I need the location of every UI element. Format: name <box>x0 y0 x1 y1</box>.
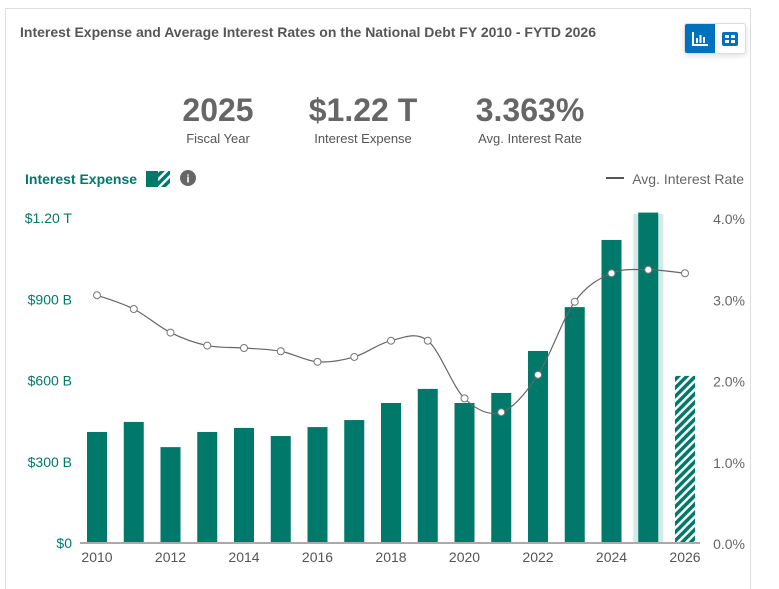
x-tick-label: 2010 <box>81 549 112 565</box>
rate-point-2018 <box>387 336 395 345</box>
x-tick-label: 2018 <box>375 549 406 565</box>
left-tick-label: $0 <box>56 535 72 551</box>
rate-point-2019 <box>423 336 432 345</box>
legend-line-label: Avg. Interest Rate <box>632 171 744 187</box>
rate-point-2022 <box>534 370 542 379</box>
rate-point-2011 <box>129 305 138 313</box>
bar-2023 <box>564 307 585 543</box>
legend-bar-label: Interest Expense <box>25 171 137 187</box>
rate-point-2016 <box>313 357 322 366</box>
chart: Interest Expense i Avg. Interest Rate $0… <box>25 170 745 565</box>
table-view-button[interactable] <box>715 24 745 53</box>
left-tick-label: $600 B <box>28 373 72 389</box>
bar-2016 <box>307 427 328 543</box>
rate-point-2010 <box>93 291 101 300</box>
stat-label: Avg. Interest Rate <box>478 131 582 146</box>
bar-chart-icon <box>692 31 708 46</box>
x-tick-label: 2026 <box>669 549 700 565</box>
stat-avg-rate: 3.363% Avg. Interest Rate <box>460 92 600 146</box>
table-icon <box>722 31 738 46</box>
bar-2020 <box>454 402 475 543</box>
bar-2017 <box>344 420 365 543</box>
left-tick-label: $300 B <box>28 454 72 470</box>
x-tick-label: 2016 <box>302 549 333 565</box>
bar-2012 <box>160 447 181 543</box>
right-tick-label: 4.0% <box>713 211 745 227</box>
chart-view-button[interactable] <box>685 24 715 53</box>
stat-label: Interest Expense <box>314 131 412 146</box>
x-tick-label: 2014 <box>228 549 259 565</box>
stat-interest-expense: $1.22 T Interest Expense <box>293 92 433 146</box>
bar-2024 <box>601 239 622 543</box>
bar-2025 <box>638 212 659 544</box>
x-tick-label: 2022 <box>522 549 553 565</box>
bar-2015 <box>270 436 291 543</box>
view-toggle <box>684 23 746 54</box>
bar-2010 <box>87 431 107 543</box>
bar-2026 <box>675 375 695 543</box>
bar-2021 <box>491 392 512 543</box>
x-tick-label: 2024 <box>596 549 627 565</box>
left-tick-label: $1.20 T <box>25 210 73 226</box>
rate-point-2017 <box>350 352 359 361</box>
rate-point-2024 <box>607 269 616 278</box>
right-tick-label: 2.0% <box>713 374 745 390</box>
chart-title: Interest Expense and Average Interest Ra… <box>20 24 597 40</box>
stat-value: 3.363% <box>475 92 585 128</box>
rate-point-2014 <box>240 344 248 352</box>
rate-point-2012 <box>166 328 175 337</box>
right-tick-label: 3.0% <box>713 292 745 308</box>
right-tick-label: 0.0% <box>713 536 745 552</box>
bar-2013 <box>197 431 218 543</box>
left-tick-label: $900 B <box>28 291 72 307</box>
rate-point-2023 <box>570 297 579 306</box>
bar-2018 <box>381 402 401 543</box>
bar-2011 <box>123 421 144 543</box>
svg-text:i: i <box>186 174 189 186</box>
rate-point-2020 <box>460 394 469 403</box>
rate-point-2015 <box>276 347 285 356</box>
stat-value: 2025 <box>182 92 254 128</box>
stat-value: $1.22 T <box>308 92 418 128</box>
rate-point-2026 <box>681 269 689 278</box>
x-tick-label: 2012 <box>155 549 186 565</box>
legend-bar-swatch-solid <box>146 171 158 187</box>
info-icon[interactable]: i <box>180 170 196 186</box>
rate-point-2021 <box>497 408 506 417</box>
x-tick-label: 2020 <box>449 549 480 565</box>
rate-point-2013 <box>203 341 212 350</box>
stat-label: Fiscal Year <box>186 131 250 146</box>
bar-2022 <box>528 350 548 543</box>
rate-point-2025 <box>644 265 653 274</box>
bar-2014 <box>234 427 254 543</box>
bar-2019 <box>417 388 438 543</box>
right-tick-label: 1.0% <box>713 455 745 471</box>
stat-fiscal-year: 2025 Fiscal Year <box>168 92 268 146</box>
